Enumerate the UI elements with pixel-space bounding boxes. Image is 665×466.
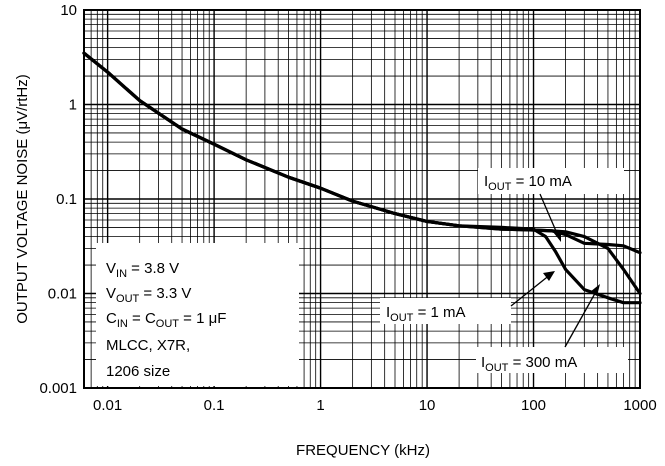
condition-cap: CIN = COUT = 1 μF: [106, 310, 226, 330]
y-tick-label: 0.001: [39, 380, 77, 397]
plot-frame: [83, 9, 641, 389]
x-tick-label: 100: [521, 397, 546, 414]
x-tick-label: 10: [419, 397, 436, 414]
condition-mlcc: MLCC, X7R,: [106, 337, 190, 354]
label-iout-10ma: IOUT = 10 mA: [484, 173, 572, 193]
y-tick-label: 1: [69, 97, 77, 114]
conditions-box: [96, 243, 299, 386]
x-tick-label: 1: [316, 397, 324, 414]
condition-vout: VOUT = 3.3 V: [106, 285, 191, 305]
tick-labels: 0.01 0.1 1 10 100 1000 10 1 0.1 0.01 0.001: [39, 2, 656, 414]
condition-vin: VIN = 3.8 V: [106, 260, 179, 280]
label-bg-300ma: [476, 347, 628, 373]
condition-size: 1206 size: [106, 363, 170, 380]
series-lines: [82, 51, 642, 305]
arrow-10ma: [539, 193, 560, 239]
label-bg-10ma: [478, 168, 624, 194]
label-iout-1ma: IOUT = 1 mA: [386, 304, 466, 324]
x-tick-label: 0.1: [204, 397, 225, 414]
y-axis-title: OUTPUT VOLTAGE NOISE (μV/rtHz): [14, 74, 31, 324]
x-axis-title: FREQUENCY (kHz): [296, 442, 430, 459]
arrow-300ma: [564, 287, 599, 348]
arrow-1ma: [510, 273, 552, 307]
arrowhead-10ma: [553, 230, 561, 242]
y-tick-label: 0.1: [56, 191, 77, 208]
y-tick-label: 0.01: [48, 286, 77, 303]
label-bg-1ma: [380, 298, 511, 324]
x-tick-label: 0.01: [93, 397, 122, 414]
label-iout-300ma: IOUT = 300 mA: [481, 354, 577, 374]
series-line-3: [82, 51, 642, 305]
arrowhead-300ma: [590, 284, 600, 296]
y-tick-label: 10: [60, 2, 77, 19]
arrowhead-1ma: [543, 271, 555, 281]
x-tick-label: 1000: [623, 397, 656, 414]
series-line-1: [82, 51, 642, 255]
